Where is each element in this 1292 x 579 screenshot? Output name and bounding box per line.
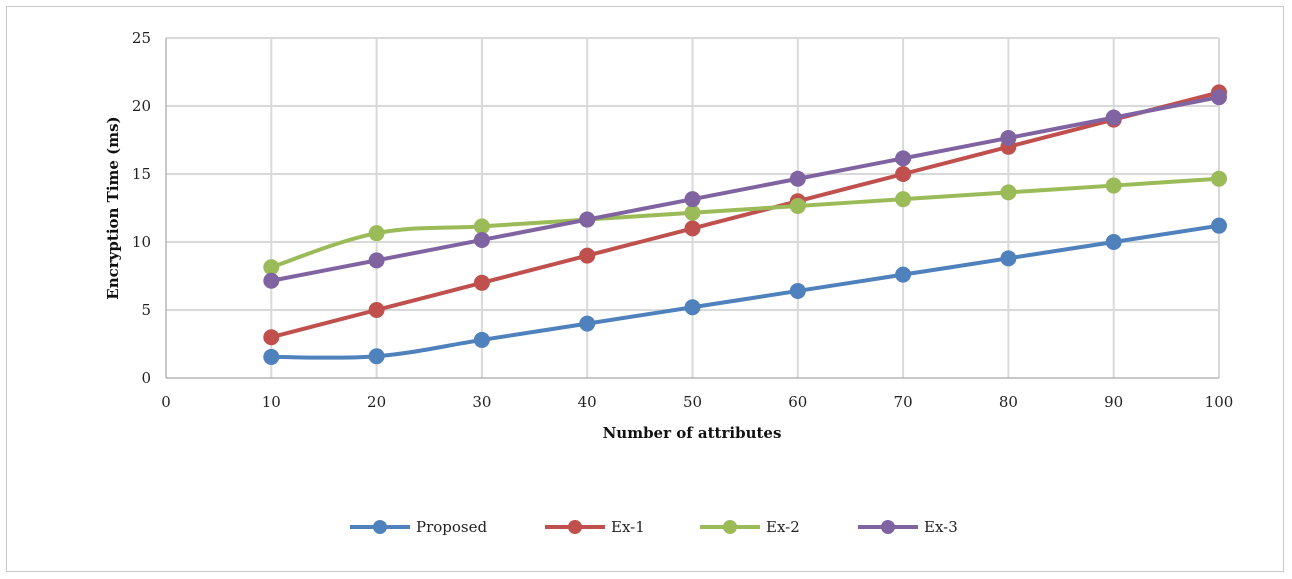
data-point-ex-3 — [263, 272, 280, 289]
series-line-ex-2 — [269, 176, 1221, 270]
data-point-proposed — [789, 282, 806, 299]
data-point-ex-3 — [895, 150, 912, 167]
series-ex-3 — [263, 89, 1227, 289]
legend-marker-ex-1 — [568, 520, 582, 534]
data-point-proposed — [684, 299, 701, 316]
legend-label-ex-3: Ex-3 — [924, 518, 958, 536]
legend-item-ex-1: Ex-1 — [545, 518, 645, 536]
series-line-proposed — [269, 223, 1221, 360]
data-point-ex-2 — [895, 191, 912, 208]
data-point-ex-3 — [1211, 89, 1227, 106]
data-point-proposed — [1105, 234, 1122, 250]
data-point-proposed — [263, 348, 280, 365]
data-point-ex-3 — [368, 252, 385, 269]
x-tick-label: 0 — [161, 393, 171, 411]
data-point-proposed — [579, 315, 596, 332]
data-point-ex-3 — [1000, 129, 1017, 146]
chart-frame — [6, 6, 1284, 572]
legend-label-ex-2: Ex-2 — [766, 518, 800, 536]
data-point-ex-3 — [1105, 109, 1122, 126]
legend: Proposed Ex-1 Ex-2 Ex-3 — [350, 518, 958, 536]
data-point-proposed — [473, 331, 490, 348]
axes — [165, 38, 1219, 379]
data-point-ex-2 — [1211, 170, 1227, 187]
legend-label-ex-1: Ex-1 — [611, 518, 645, 536]
x-tick-label: 80 — [999, 393, 1018, 411]
data-point-proposed — [895, 266, 912, 283]
data-point-ex-2 — [368, 225, 385, 242]
x-tick-label: 70 — [894, 393, 913, 411]
legend-item-ex-3: Ex-3 — [858, 518, 958, 536]
series-ex-2 — [263, 170, 1227, 276]
y-tick-label: 0 — [141, 369, 151, 387]
legend-item-ex-2: Ex-2 — [700, 518, 800, 536]
x-tick-label: 90 — [1104, 393, 1123, 411]
series-line-ex-1 — [269, 90, 1221, 340]
series-lines — [263, 84, 1227, 365]
data-point-ex-3 — [579, 211, 596, 228]
data-point-ex-2 — [473, 218, 490, 235]
x-tick-label: 60 — [788, 393, 807, 411]
data-point-ex-3 — [684, 191, 701, 208]
data-point-ex-1 — [263, 329, 280, 346]
x-tick-label: 40 — [578, 393, 597, 411]
x-tick-label: 10 — [262, 393, 281, 411]
y-tick-label: 15 — [132, 165, 151, 183]
x-tick-label: 50 — [683, 393, 702, 411]
legend-item-proposed: Proposed — [350, 518, 488, 536]
y-tick-label: 25 — [132, 29, 151, 47]
x-tick-label: 100 — [1205, 393, 1234, 411]
x-tick-label: 30 — [472, 393, 491, 411]
data-point-ex-3 — [789, 170, 806, 187]
y-tick-label: 10 — [132, 233, 151, 251]
data-point-ex-1 — [579, 247, 596, 264]
data-point-ex-2 — [263, 259, 280, 276]
data-point-ex-1 — [473, 274, 490, 291]
series-line-ex-3 — [269, 95, 1221, 283]
data-point-proposed — [368, 348, 385, 365]
tick-labels: 0 5 10 15 20 25 0 10 20 30 40 50 60 70 80 90 100 — [132, 29, 1233, 411]
data-point-ex-1 — [895, 166, 912, 182]
series-proposed — [263, 217, 1227, 365]
x-axis-title: Number of attributes — [603, 424, 782, 442]
x-tick-label: 20 — [367, 393, 386, 411]
data-point-ex-1 — [368, 302, 385, 318]
data-point-ex-1 — [684, 220, 701, 237]
legend-marker-proposed — [373, 520, 387, 534]
legend-label-proposed: Proposed — [416, 518, 488, 536]
legend-marker-ex-2 — [723, 520, 737, 534]
y-axis-title: Encryption Time (ms) — [104, 116, 122, 299]
data-point-ex-3 — [473, 231, 490, 248]
y-tick-label: 20 — [132, 97, 151, 115]
y-tick-label: 5 — [141, 301, 151, 319]
data-point-ex-2 — [1105, 177, 1122, 194]
data-point-ex-2 — [684, 204, 701, 221]
data-point-proposed — [1211, 217, 1227, 234]
data-point-ex-2 — [1000, 184, 1017, 201]
data-point-ex-2 — [789, 197, 806, 214]
data-point-proposed — [1000, 250, 1017, 267]
legend-marker-ex-3 — [881, 520, 895, 534]
